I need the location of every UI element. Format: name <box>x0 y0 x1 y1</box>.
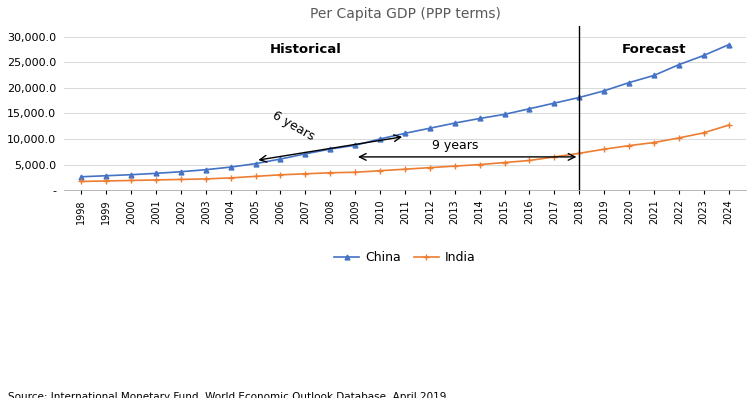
India <box>475 162 484 167</box>
Title: Per Capita GDP (PPP terms): Per Capita GDP (PPP terms) <box>309 7 501 21</box>
China <box>226 165 235 170</box>
Text: 6 years: 6 years <box>270 109 316 143</box>
India <box>127 178 136 183</box>
China <box>450 121 459 125</box>
Legend: China, India: China, India <box>329 246 480 269</box>
China <box>102 174 111 178</box>
China <box>351 143 360 148</box>
China <box>251 161 260 166</box>
Text: Source: International Monetary Fund, World Economic Outlook Database, April 2019: Source: International Monetary Fund, Wor… <box>8 392 446 398</box>
Line: China: China <box>79 42 731 179</box>
India <box>575 151 584 156</box>
India <box>351 170 360 175</box>
China <box>301 152 310 156</box>
China <box>674 62 683 67</box>
Text: Forecast: Forecast <box>622 43 686 56</box>
China <box>575 95 584 100</box>
China <box>276 157 285 162</box>
China <box>724 42 733 47</box>
Text: 9 years: 9 years <box>431 139 478 152</box>
Text: Historical: Historical <box>270 43 341 56</box>
India <box>376 168 385 173</box>
China <box>77 174 86 179</box>
India <box>649 140 658 145</box>
India <box>151 178 160 182</box>
China <box>326 147 335 152</box>
India <box>450 164 459 168</box>
China <box>599 88 608 93</box>
India <box>401 167 410 172</box>
India <box>700 131 709 135</box>
China <box>700 53 709 58</box>
India <box>599 147 608 152</box>
India <box>77 179 86 184</box>
India <box>226 176 235 180</box>
India <box>251 174 260 179</box>
China <box>550 101 559 105</box>
China <box>127 172 136 177</box>
China <box>401 131 410 136</box>
India <box>724 123 733 127</box>
India <box>425 165 434 170</box>
China <box>176 170 185 174</box>
India <box>624 143 633 148</box>
China <box>425 126 434 131</box>
India <box>201 177 210 181</box>
India <box>301 172 310 176</box>
China <box>475 116 484 121</box>
Line: India: India <box>78 122 732 185</box>
India <box>102 179 111 183</box>
China <box>525 106 534 111</box>
India <box>326 170 335 175</box>
India <box>276 172 285 177</box>
India <box>176 177 185 182</box>
India <box>525 158 534 163</box>
China <box>624 80 633 85</box>
China <box>649 73 658 78</box>
India <box>674 136 683 140</box>
China <box>376 137 385 141</box>
China <box>201 167 210 172</box>
China <box>500 112 509 117</box>
India <box>500 160 509 165</box>
China <box>151 171 160 176</box>
India <box>550 154 559 159</box>
